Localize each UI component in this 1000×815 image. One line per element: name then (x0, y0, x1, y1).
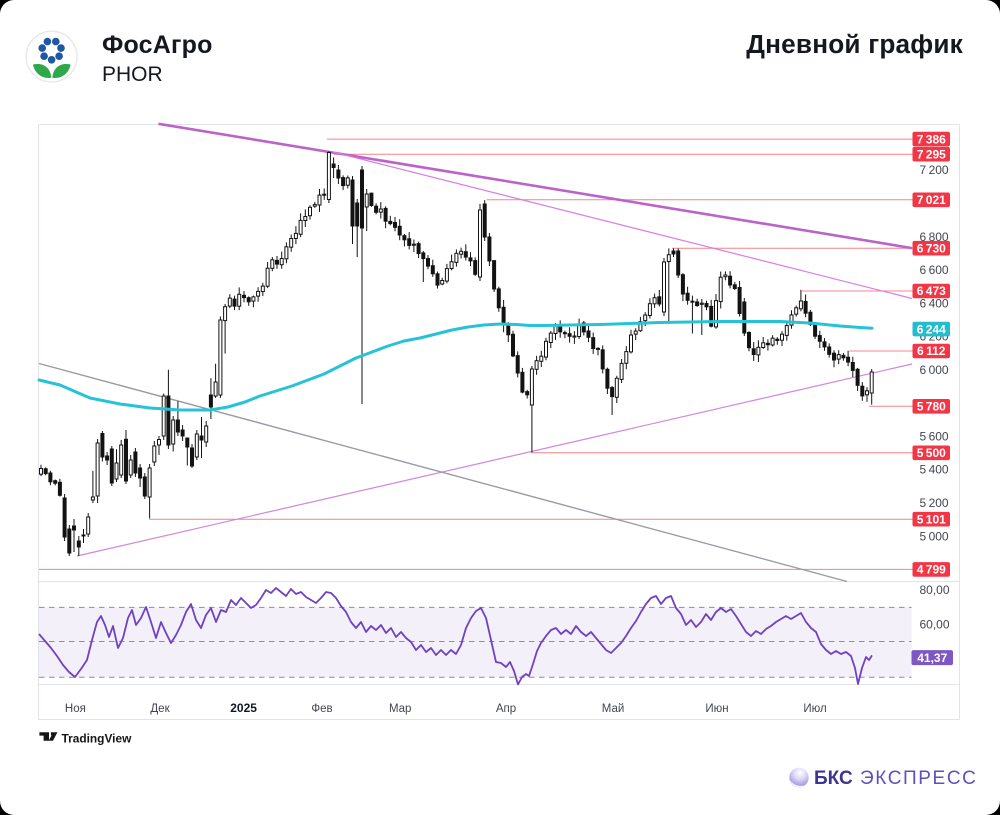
svg-text:6 112: 6 112 (917, 344, 946, 358)
svg-text:5 500: 5 500 (917, 446, 946, 460)
svg-text:6 800: 6 800 (920, 230, 949, 244)
svg-text:6 400: 6 400 (920, 296, 949, 310)
svg-text:Апр: Апр (496, 703, 516, 715)
svg-text:Ноя: Ноя (65, 703, 86, 715)
svg-text:Июн: Июн (705, 703, 728, 715)
svg-text:6 730: 6 730 (917, 241, 946, 255)
svg-text:6 473: 6 473 (917, 284, 946, 298)
svg-text:60,00: 60,00 (920, 618, 950, 632)
svg-text:Дек: Дек (150, 703, 170, 715)
svg-text:БКС: БКС (814, 768, 853, 789)
svg-text:4 799: 4 799 (917, 563, 946, 577)
svg-text:Мар: Мар (389, 703, 412, 715)
svg-text:ЭКСПРЕСС: ЭКСПРЕСС (860, 768, 977, 789)
svg-text:80,00: 80,00 (920, 583, 950, 597)
svg-text:5 780: 5 780 (917, 400, 946, 414)
svg-text:2025: 2025 (230, 701, 257, 715)
svg-text:5 000: 5 000 (920, 529, 949, 543)
svg-text:Фев: Фев (311, 703, 332, 715)
svg-text:41,37: 41,37 (917, 651, 947, 665)
svg-text:6 000: 6 000 (920, 363, 949, 377)
svg-text:6 244: 6 244 (917, 322, 946, 336)
svg-text:6 600: 6 600 (920, 263, 949, 277)
svg-text:7 295: 7 295 (917, 147, 946, 161)
svg-text:5 600: 5 600 (920, 430, 949, 444)
svg-text:Май: Май (602, 703, 625, 715)
svg-text:5 101: 5 101 (917, 512, 946, 526)
svg-text:7 021: 7 021 (917, 193, 946, 207)
svg-text:5 200: 5 200 (920, 496, 949, 510)
svg-text:TradingView: TradingView (62, 731, 133, 745)
svg-text:Июл: Июл (803, 703, 826, 715)
svg-text:5 400: 5 400 (920, 463, 949, 477)
svg-text:7 200: 7 200 (920, 163, 949, 177)
svg-text:7 386: 7 386 (917, 132, 946, 146)
